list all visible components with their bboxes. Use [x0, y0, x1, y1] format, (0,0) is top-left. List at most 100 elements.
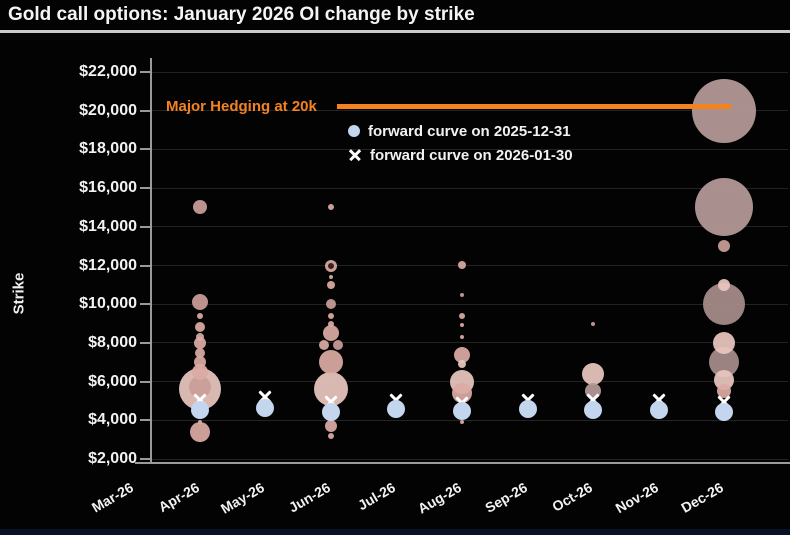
oi-bubble [318, 339, 329, 350]
y-tick [140, 264, 151, 267]
x-tick-label: Aug-26 [414, 479, 464, 517]
oi-bubble [189, 421, 210, 442]
legend-circle-icon [348, 125, 360, 137]
oi-bubble [325, 299, 336, 310]
annotation-label: Major Hedging at 20k [166, 98, 317, 115]
y-tick-label: $16,000 [79, 179, 137, 197]
x-tick-label: Apr-26 [155, 479, 202, 516]
y-tick [140, 303, 151, 306]
oi-bubble [196, 312, 203, 319]
oi-bubble [197, 420, 202, 425]
forward-dot-marker [584, 400, 603, 419]
y-tick [140, 341, 151, 344]
oi-bubble [191, 294, 208, 311]
oi-bubble [458, 360, 466, 369]
legend-label: forward curve on 2025-12-31 [368, 122, 571, 140]
y-grid-line [151, 226, 788, 228]
forward-dot-marker [518, 399, 537, 418]
y-grid-line [151, 187, 788, 189]
legend: forward curve on 2025-12-31 forward curv… [348, 119, 573, 167]
y-grid-line [151, 342, 788, 344]
oi-bubble [324, 259, 337, 272]
y-tick [140, 458, 151, 460]
forward-dot-marker [190, 400, 209, 419]
y-grid-line [151, 458, 788, 460]
oi-bubble [327, 432, 334, 439]
oi-bubble [460, 292, 464, 297]
oi-bubble [194, 322, 205, 333]
forward-dot-marker [715, 402, 734, 421]
y-tick [140, 225, 151, 228]
oi-bubble [328, 275, 333, 280]
oi-bubble [695, 178, 754, 237]
legend-item-forward-dec31: forward curve on 2025-12-31 [348, 119, 573, 143]
y-grid-line [151, 419, 788, 421]
y-tick-label: $10,000 [79, 295, 137, 313]
oi-bubble [591, 321, 596, 326]
oi-bubble [318, 350, 343, 375]
y-tick-label: $12,000 [79, 256, 137, 274]
bottom-edge-strip [0, 529, 790, 535]
y-grid-line [151, 110, 788, 112]
y-grid-line [151, 71, 788, 73]
legend-x-icon [348, 148, 362, 162]
x-tick-label: Mar-26 [88, 479, 136, 516]
y-tick [140, 71, 151, 73]
x-tick-label: Jun-26 [285, 479, 333, 516]
y-tick-label: $4,000 [88, 411, 137, 429]
oi-bubble [460, 335, 464, 340]
y-grid-line [151, 265, 788, 266]
oi-bubble [713, 331, 736, 354]
legend-label: forward curve on 2026-01-30 [370, 146, 573, 164]
oi-bubble [324, 420, 337, 433]
y-axis-line [150, 58, 152, 464]
oi-bubble [582, 362, 605, 385]
oi-bubble [192, 200, 207, 215]
y-tick-label: $20,000 [79, 101, 137, 119]
y-grid-line [151, 303, 788, 305]
x-tick-label: Oct-26 [549, 479, 596, 515]
y-tick-label: $18,000 [79, 140, 137, 158]
y-tick [140, 187, 151, 190]
y-tick [140, 419, 151, 422]
oi-bubble [332, 339, 343, 350]
page-title: Gold call options: January 2026 OI chang… [8, 4, 475, 25]
oi-bubble [718, 278, 731, 291]
y-tick-label: $14,000 [79, 217, 137, 235]
oi-bubble [326, 280, 335, 289]
oi-bubble [454, 346, 470, 363]
oi-bubble [193, 356, 206, 369]
oi-bubble [327, 312, 334, 319]
forward-dot-marker [387, 399, 406, 418]
oi-bubble [692, 78, 757, 143]
y-tick [140, 148, 151, 151]
x-axis-line [135, 462, 790, 464]
oi-bubble [195, 333, 204, 342]
oi-bubble [327, 320, 334, 327]
annotation-line [337, 104, 731, 109]
y-tick [140, 380, 151, 383]
title-divider [0, 30, 790, 33]
y-tick-label: $6,000 [88, 372, 137, 390]
oi-bubble [718, 240, 731, 253]
forward-dot-marker [321, 402, 340, 421]
oi-bubble [191, 363, 208, 380]
oi-bubble [327, 204, 334, 211]
oi-bubble [322, 325, 339, 342]
legend-item-forward-jan30: forward curve on 2026-01-30 [348, 143, 573, 167]
x-tick-label: Dec-26 [678, 479, 727, 516]
y-tick-label: $2,000 [88, 450, 137, 467]
forward-dot-marker [649, 400, 668, 419]
y-tick [140, 109, 151, 112]
x-tick-label: May-26 [218, 479, 268, 517]
oi-bubble [460, 420, 464, 425]
forward-dot-marker [256, 398, 275, 417]
x-tick-label: Nov-26 [612, 479, 661, 517]
oi-bubble [194, 347, 205, 358]
x-tick-label: Sep-26 [481, 479, 530, 516]
oi-bubble [460, 323, 464, 328]
x-tick-label: Jul-26 [355, 479, 399, 514]
forward-dot-marker [453, 401, 471, 420]
y-tick-label: $8,000 [88, 333, 137, 351]
